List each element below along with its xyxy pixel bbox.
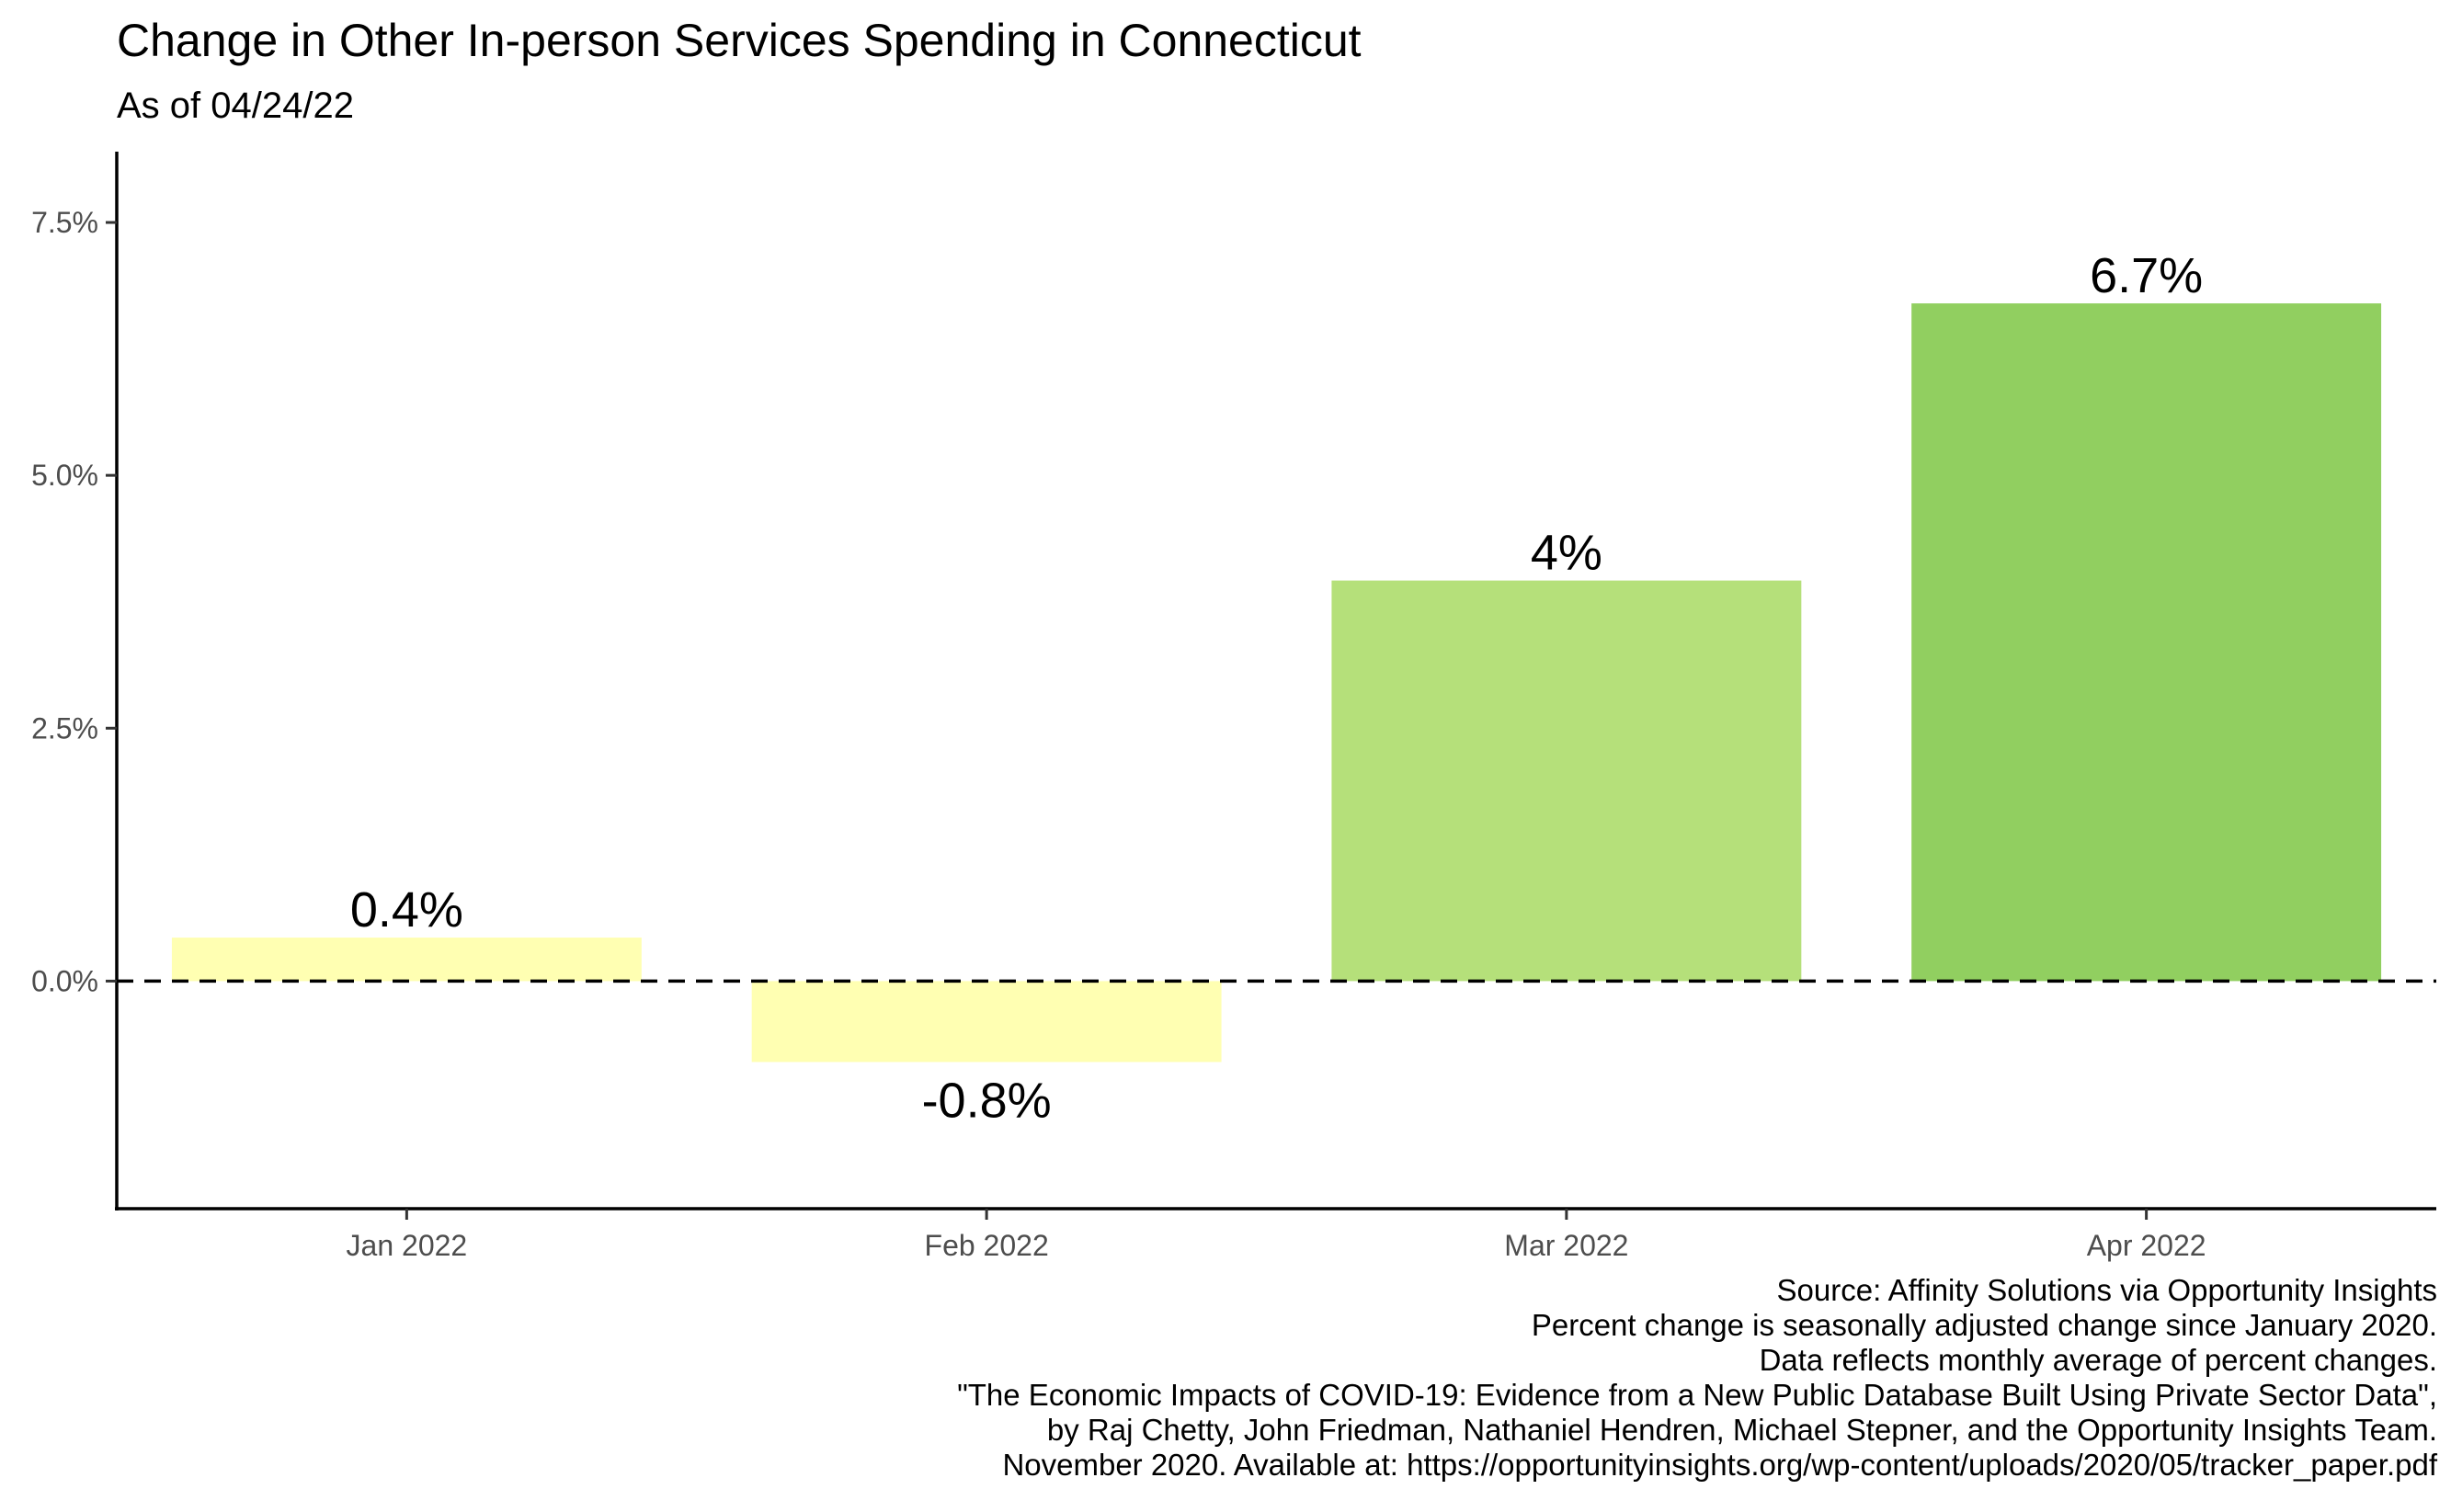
y-tick-label: 0.0% (31, 964, 98, 997)
caption-line: Source: Affinity Solutions via Opportuni… (1776, 1273, 2437, 1307)
bar (171, 938, 642, 982)
data-label: 6.7% (2090, 248, 2203, 303)
bar (751, 981, 1222, 1063)
data-label: 4% (1531, 526, 1602, 581)
x-tick-label: Jan 2022 (347, 1229, 468, 1262)
x-axis-ticks: Jan 2022 Feb 2022 Mar 2022 Apr 2022 (347, 1209, 2206, 1262)
y-tick-label: 5.0% (31, 459, 98, 492)
x-tick-label: Apr 2022 (2087, 1229, 2206, 1262)
y-tick-label: 2.5% (31, 711, 98, 745)
caption-line: "The Economic Impacts of COVID-19: Evide… (957, 1378, 2437, 1412)
bar (1331, 580, 1802, 982)
chart-caption: Source: Affinity Solutions via Opportuni… (957, 1273, 2437, 1483)
x-tick-label: Feb 2022 (925, 1229, 1049, 1262)
data-labels: 0.4% -0.8% 4% 6.7% (350, 248, 2203, 1128)
caption-line: Percent change is seasonally adjusted ch… (1531, 1308, 2437, 1342)
y-axis-ticks: 0.0% 2.5% 5.0% 7.5% (31, 206, 117, 997)
bars-layer (171, 303, 2382, 1063)
bar (1911, 303, 2382, 982)
x-tick-label: Mar 2022 (1504, 1229, 1628, 1262)
bar-chart: 0.0% 2.5% 5.0% 7.5% Jan 2022 Feb 2022 Mar 202… (31, 152, 2436, 1262)
data-label: 0.4% (350, 882, 463, 938)
caption-line: by Raj Chetty, John Friedman, Nathaniel … (1046, 1413, 2437, 1447)
chart-title: Change in Other In-person Services Spend… (117, 15, 1362, 66)
caption-line: November 2020. Available at: https://opp… (1002, 1448, 2437, 1482)
y-tick-label: 7.5% (31, 206, 98, 239)
chart-subtitle: As of 04/24/22 (117, 85, 354, 126)
caption-line: Data reflects monthly average of percent… (1759, 1343, 2437, 1377)
data-label: -0.8% (922, 1073, 1052, 1128)
